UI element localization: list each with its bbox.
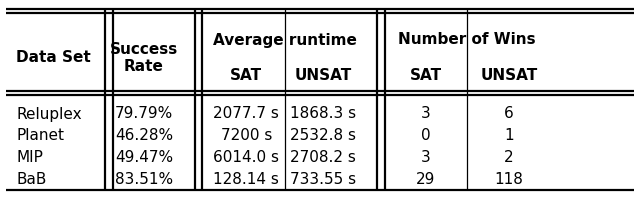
Text: 79.79%: 79.79% — [115, 106, 173, 121]
Text: 2708.2 s: 2708.2 s — [291, 150, 356, 166]
Text: 49.47%: 49.47% — [115, 150, 173, 166]
Text: 29: 29 — [416, 172, 435, 188]
Text: Average runtime: Average runtime — [213, 32, 356, 47]
Text: Reluplex: Reluplex — [16, 106, 82, 121]
Text: 83.51%: 83.51% — [115, 172, 173, 188]
Text: BaB: BaB — [16, 172, 46, 188]
Text: Planet: Planet — [16, 129, 64, 144]
Text: 733.55 s: 733.55 s — [290, 172, 356, 188]
Text: 128.14 s: 128.14 s — [214, 172, 279, 188]
Text: 1868.3 s: 1868.3 s — [290, 106, 356, 121]
Text: 2: 2 — [504, 150, 514, 166]
Text: Data Set: Data Set — [16, 50, 91, 66]
Text: MIP: MIP — [16, 150, 43, 166]
Text: SAT: SAT — [230, 68, 262, 84]
Text: 2532.8 s: 2532.8 s — [290, 129, 356, 144]
Text: 0: 0 — [420, 129, 431, 144]
Text: 3: 3 — [420, 150, 431, 166]
Text: UNSAT: UNSAT — [294, 68, 352, 84]
Text: Number of Wins: Number of Wins — [398, 32, 536, 47]
Text: 6014.0 s: 6014.0 s — [213, 150, 280, 166]
Text: UNSAT: UNSAT — [480, 68, 538, 84]
Text: 118: 118 — [494, 172, 524, 188]
Text: SAT: SAT — [410, 68, 442, 84]
Text: 3: 3 — [420, 106, 431, 121]
Text: 1: 1 — [504, 129, 514, 144]
Text: 2077.7 s: 2077.7 s — [214, 106, 279, 121]
Text: 7200 s: 7200 s — [221, 129, 272, 144]
Text: Success
Rate: Success Rate — [110, 42, 178, 74]
Text: 46.28%: 46.28% — [115, 129, 173, 144]
Text: 6: 6 — [504, 106, 514, 121]
